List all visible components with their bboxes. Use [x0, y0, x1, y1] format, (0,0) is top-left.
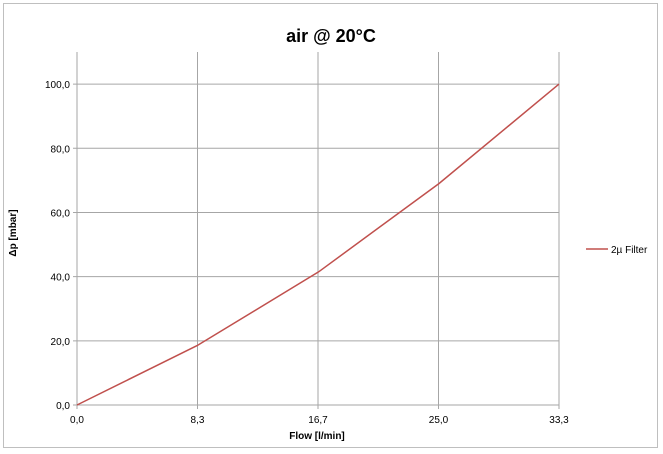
x-axis-label: Flow [l/min] — [289, 431, 345, 442]
y-tick-label: 40,0 — [51, 273, 71, 284]
y-tick-label: 80,0 — [51, 144, 71, 155]
series-group — [76, 83, 560, 406]
x-tick-label: 33,3 — [549, 415, 569, 426]
y-tick-labels: 0,0 20,0 40,0 60,0 80,0 100,0 — [45, 80, 70, 412]
x-tick-label: 25,0 — [429, 415, 449, 426]
chart-title: air @ 20°C — [286, 26, 376, 46]
legend-label: 2µ Filter — [611, 245, 648, 256]
x-tick-labels: 0,0 8,3 16,7 25,0 33,3 — [70, 415, 569, 426]
y-tick-label: 0,0 — [56, 401, 70, 412]
x-tick-label: 0,0 — [70, 415, 84, 426]
grid-lines — [73, 52, 560, 409]
y-tick-label: 60,0 — [51, 208, 71, 219]
chart-frame: air @ 20°C 0,0 20,0 40,0 60,0 80,0 100,0 0,0 8… — [3, 3, 658, 448]
x-tick-label: 16,7 — [308, 415, 328, 426]
x-tick-label: 8,3 — [191, 415, 205, 426]
series-line — [76, 83, 560, 406]
y-tick-label: 20,0 — [51, 337, 71, 348]
chart-svg: air @ 20°C 0,0 20,0 40,0 60,0 80,0 100,0 0,0 8… — [8, 26, 648, 442]
legend: 2µ Filter — [586, 245, 648, 256]
y-axis-label: Δp [mbar] — [8, 209, 19, 256]
y-tick-label: 100,0 — [45, 80, 70, 91]
